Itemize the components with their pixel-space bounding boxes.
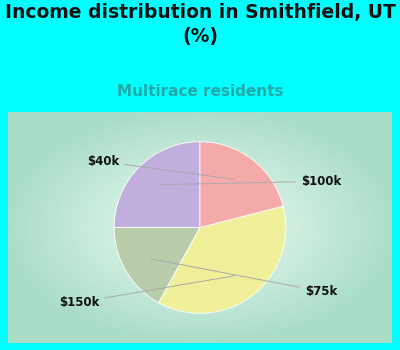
Text: Income distribution in Smithfield, UT
(%): Income distribution in Smithfield, UT (%… bbox=[4, 4, 396, 46]
Wedge shape bbox=[200, 142, 283, 228]
Text: $75k: $75k bbox=[151, 259, 337, 298]
Wedge shape bbox=[114, 142, 200, 228]
Text: Multirace residents: Multirace residents bbox=[117, 84, 283, 99]
Wedge shape bbox=[159, 206, 286, 313]
Text: $40k: $40k bbox=[87, 155, 234, 179]
Text: $150k: $150k bbox=[59, 276, 234, 309]
Wedge shape bbox=[114, 228, 200, 303]
Text: $100k: $100k bbox=[160, 175, 341, 188]
